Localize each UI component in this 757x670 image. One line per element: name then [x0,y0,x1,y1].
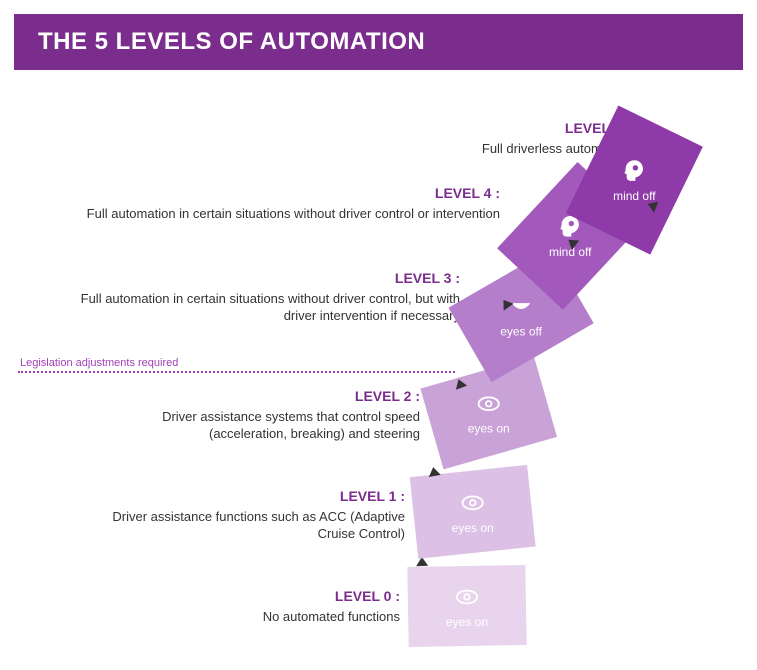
head-icon [621,158,647,184]
segment-level1: eyes on [410,465,536,559]
desc-title-level1: LEVEL 1 : [105,487,405,506]
eye-icon [459,489,487,517]
desc-text-level4: Full automation in certain situations wi… [40,205,500,223]
eye-icon [453,586,481,608]
segment-label-level1: eyes on [452,521,494,535]
eye-icon [459,492,487,514]
eye-closed-icon [507,297,535,317]
desc-text-level2: Driver assistance systems that control s… [100,408,420,443]
segment-label-level2: eyes on [468,422,510,436]
desc-title-level3: LEVEL 3 : [80,269,460,288]
segment-level0: eyes on [407,565,526,647]
desc-level3: LEVEL 3 : Full automation in certain situ… [80,269,460,325]
legislation-text: Legislation adjustments required [20,357,178,369]
desc-level2: LEVEL 2 : Driver assistance systems that … [100,387,420,443]
desc-level4: LEVEL 4 : Full automation in certain situ… [40,184,500,222]
desc-level0: LEVEL 0 : No automated functions [150,587,400,625]
head-icon [620,157,648,185]
eye-icon [475,390,503,418]
header-title: THE 5 LEVELS OF AUTOMATION [38,28,425,55]
header-bar: THE 5 LEVELS OF AUTOMATION [14,14,743,70]
desc-title-level2: LEVEL 2 : [100,387,420,406]
legislation-note: Legislation adjustments required [20,357,178,369]
diagram-stage: Legislation adjustments required LEVEL 0… [0,89,757,670]
desc-title-level0: LEVEL 0 : [150,587,400,606]
desc-text-level1: Driver assistance functions such as ACC … [105,508,405,543]
legislation-line [18,371,455,373]
eye-icon [475,393,503,415]
desc-title-level4: LEVEL 4 : [40,184,500,203]
desc-level1: LEVEL 1 : Driver assistance functions suc… [105,487,405,543]
segment-label-level3: eyes off [500,325,542,339]
eye-icon [453,583,481,611]
segment-label-level0: eyes on [446,615,488,629]
desc-text-level3: Full automation in certain situations wi… [80,290,460,325]
desc-text-level0: No automated functions [150,608,400,626]
eye_closed-icon [507,293,535,321]
